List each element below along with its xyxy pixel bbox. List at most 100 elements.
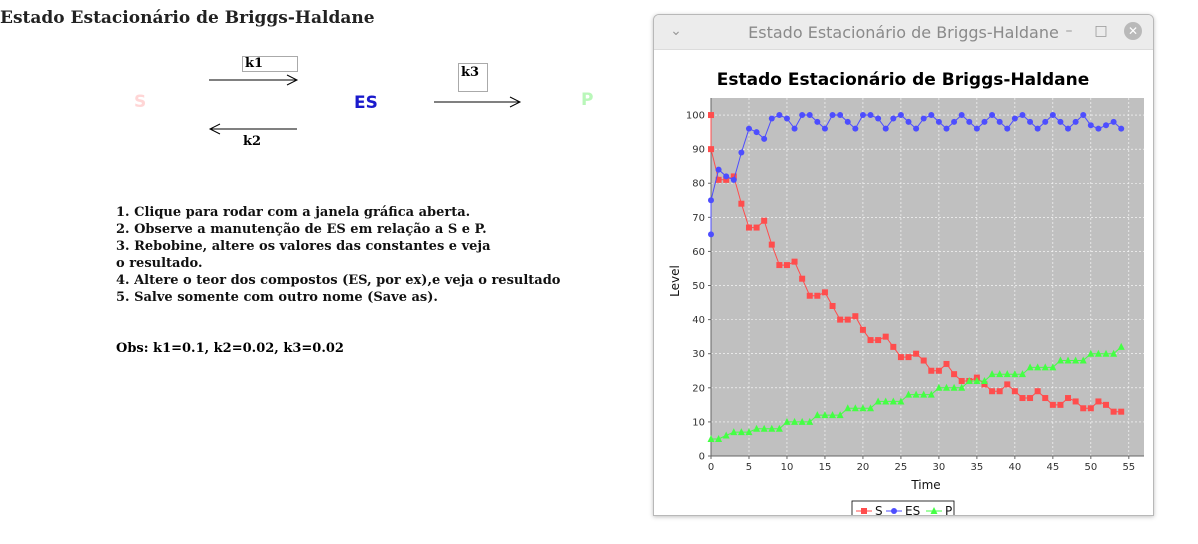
series-s-point [768, 241, 775, 248]
series-s-point [1110, 408, 1117, 415]
series-p-point [753, 424, 761, 432]
window-titlebar[interactable]: ⌄ Estado Estacionário de Briggs-Haldane … [654, 15, 1153, 50]
series-s-point [708, 112, 714, 119]
series-s-point [1118, 408, 1125, 415]
series-p-point [973, 376, 981, 384]
series-s-point [1004, 381, 1011, 388]
series-es-point [829, 112, 836, 119]
series-es-point [981, 118, 988, 125]
series-s-point [951, 371, 958, 378]
close-icon[interactable]: ✕ [1124, 22, 1142, 40]
series-s-point [882, 333, 889, 340]
x-tick-label: 45 [1046, 462, 1059, 473]
series-es-point [935, 118, 942, 125]
series-s-point [913, 350, 920, 357]
series-p-point [958, 383, 966, 391]
series-s-point [761, 217, 768, 224]
y-tick-label: 30 [692, 349, 705, 360]
series-s-point [730, 173, 737, 180]
series-es-point [1019, 112, 1026, 119]
series-es-point [951, 118, 958, 125]
series-es-point [715, 166, 722, 173]
series-p-point [1018, 370, 1026, 378]
instruction-4: 4. Altere o teor dos compostos (ES, por … [116, 273, 561, 288]
chart-window: ⌄ Estado Estacionário de Briggs-Haldane … [653, 14, 1154, 516]
series-es-point [973, 125, 980, 132]
chart-title: Estado Estacionário de Briggs-Haldane [717, 70, 1090, 90]
series-es-point [867, 112, 874, 119]
series-es-point [1087, 122, 1094, 129]
series-es-point [1042, 118, 1049, 125]
series-s-point [928, 367, 935, 374]
y-tick-label: 100 [686, 111, 705, 122]
series-p-point [1094, 349, 1102, 357]
series-es-point [753, 129, 760, 136]
series-es-point [738, 149, 745, 156]
window-title: Estado Estacionário de Briggs-Haldane [748, 23, 1059, 42]
species-p-label: P [581, 90, 594, 110]
series-p-point [1056, 356, 1064, 364]
series-p-point [851, 404, 859, 412]
chevron-down-icon[interactable]: ⌄ [670, 23, 682, 39]
instructions-list: 1. Clique para rodar com a janela gráfic… [116, 204, 560, 306]
series-es-point [928, 112, 935, 119]
series-p-point [836, 411, 844, 419]
series-es-point [958, 112, 965, 119]
series-es-point [1080, 112, 1087, 119]
legend-es-marker [891, 508, 897, 514]
y-tick-label: 40 [692, 315, 705, 326]
minimize-icon[interactable]: – [1065, 23, 1073, 39]
series-s-point [1103, 401, 1110, 408]
maximize-icon[interactable]: □ [1094, 23, 1108, 39]
series-p-point [1034, 363, 1042, 371]
series-p-point [965, 376, 973, 384]
x-tick-label: 10 [781, 462, 794, 473]
x-tick-label: 55 [1122, 462, 1135, 473]
series-es-point [1095, 125, 1102, 132]
x-tick-label: 35 [971, 462, 984, 473]
series-p-point [889, 397, 897, 405]
series-es-point [1072, 118, 1079, 125]
series-s-point [799, 275, 806, 282]
series-es-point [745, 125, 752, 132]
series-p-point [867, 404, 875, 412]
instruction-2: 2. Observe a manutenção de ES em relação… [116, 222, 487, 237]
instruction-3: 3. Rebobine, altere os valores das const… [116, 239, 491, 254]
x-tick-label: 5 [746, 462, 752, 473]
series-es-point [1065, 125, 1072, 132]
x-tick-label: 30 [933, 462, 946, 473]
series-s-point [1019, 395, 1026, 402]
series-es-point [1110, 118, 1117, 125]
series-s-point [821, 289, 828, 296]
x-tick-label: 0 [708, 462, 714, 473]
k1-input[interactable]: k1 [242, 56, 298, 72]
series-p-point [722, 431, 730, 439]
series-es-point [943, 125, 950, 132]
series-p-point [1079, 356, 1087, 364]
series-p-point [1110, 349, 1118, 357]
species-es-label: ES [354, 93, 378, 113]
series-p-point [905, 390, 913, 398]
series-p-point [1087, 349, 1095, 357]
series-es-point [768, 115, 775, 122]
series-s-point [1095, 398, 1102, 405]
series-p-point [821, 411, 829, 419]
y-tick-label: 20 [692, 383, 705, 394]
legend-p-marker [930, 507, 938, 514]
series-p-point [798, 417, 806, 425]
series-p-point [882, 397, 890, 405]
series-s-point [1087, 405, 1094, 412]
series-es-point [708, 231, 714, 238]
series-p-point [745, 428, 753, 436]
series-s-point [867, 337, 874, 344]
series-es-point [723, 173, 730, 180]
reaction-arrows [208, 74, 522, 135]
series-s-point [1011, 388, 1018, 395]
series-p-point [942, 383, 950, 391]
series-es-point [1004, 125, 1011, 132]
series-p-point [791, 417, 799, 425]
k3-input[interactable]: k3 [458, 63, 488, 92]
series-es-point [875, 115, 882, 122]
series-es-point [776, 112, 783, 119]
series-p-point [1049, 363, 1057, 371]
